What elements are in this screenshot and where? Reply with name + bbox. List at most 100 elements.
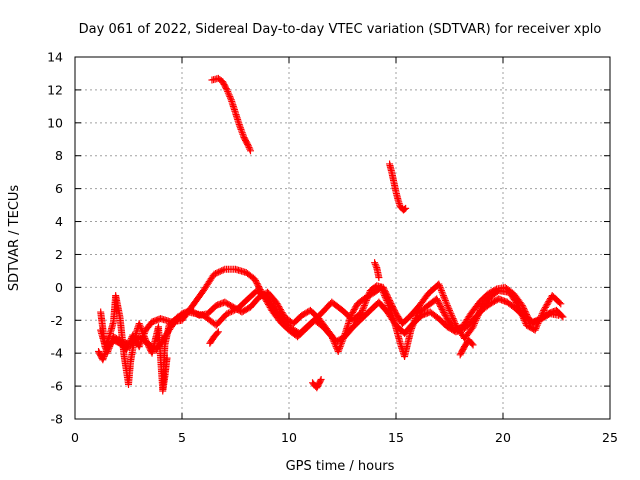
track-c-point xyxy=(556,299,564,307)
track-a-point xyxy=(237,125,245,133)
track-d-point xyxy=(255,284,263,292)
track-c-point xyxy=(447,310,455,318)
track-e-point xyxy=(106,343,114,351)
y-tick-label: 2 xyxy=(55,247,63,262)
track-c-point xyxy=(224,309,232,317)
track-d-point xyxy=(442,313,450,321)
track-d-point xyxy=(216,267,224,275)
track-c-point xyxy=(360,303,368,311)
track-f-point xyxy=(163,354,171,362)
track-d-point xyxy=(559,313,567,321)
track-e-point xyxy=(275,303,283,311)
track-i-point xyxy=(214,328,222,336)
track-c-point xyxy=(226,308,234,316)
track-d-point xyxy=(262,296,270,304)
track-d-point xyxy=(380,290,388,298)
track-d-point xyxy=(210,270,218,278)
track-c-point xyxy=(358,306,366,314)
track-d-point xyxy=(252,278,260,286)
track-d-point xyxy=(443,314,451,322)
track-c-point xyxy=(136,323,144,331)
track-d-point xyxy=(122,346,130,354)
track-b-point xyxy=(402,204,410,212)
x-axis-label: GPS time / hours xyxy=(286,459,395,474)
track-d-point xyxy=(215,268,223,276)
track-a-point xyxy=(239,132,247,140)
track-c-point xyxy=(542,302,550,310)
x-tick-label: 0 xyxy=(71,430,79,445)
track-a-point xyxy=(239,130,247,138)
track-c-point xyxy=(557,300,565,308)
track-d-point xyxy=(253,280,261,288)
track-a-point xyxy=(226,92,234,100)
track-c-point xyxy=(441,295,449,303)
track-c-point xyxy=(360,301,368,309)
track-d-point xyxy=(140,329,148,337)
track-c-point xyxy=(435,280,443,288)
track-c-point xyxy=(441,297,449,305)
track-d-point xyxy=(218,267,226,275)
track-e-point xyxy=(274,301,282,309)
track-c-point xyxy=(223,310,231,318)
track-d-point xyxy=(251,275,259,283)
track-e-point xyxy=(104,348,112,356)
track-a-point xyxy=(223,86,231,94)
track-d-point xyxy=(99,354,107,362)
y-tick-label: -2 xyxy=(51,313,63,328)
track-c-point xyxy=(446,306,453,314)
y-tick-label: 10 xyxy=(47,115,63,130)
track-c-point xyxy=(442,298,450,306)
track-d-point xyxy=(383,297,391,305)
track-d-point xyxy=(336,344,344,352)
track-e-point xyxy=(555,311,563,319)
y-tick-label: -8 xyxy=(51,412,64,427)
track-d-point xyxy=(439,307,447,315)
x-tick-label: 20 xyxy=(495,430,511,445)
y-tick-label: 4 xyxy=(55,214,63,229)
track-d-point xyxy=(212,269,220,277)
track-d-point xyxy=(334,348,342,356)
track-a-point xyxy=(224,88,232,96)
track-c-point xyxy=(543,300,551,308)
track-e-point xyxy=(273,300,281,308)
track-c-point xyxy=(446,308,454,316)
track-c-point xyxy=(439,292,447,300)
track-d-point xyxy=(519,303,527,311)
track-b-point xyxy=(401,205,409,213)
track-a-point xyxy=(224,89,232,97)
track-d-point xyxy=(437,302,445,310)
track-g-point xyxy=(316,377,324,385)
chart-title: Day 061 of 2022, Sidereal Day-to-day VTE… xyxy=(79,22,602,37)
track-h-point xyxy=(371,260,379,268)
track-a-point xyxy=(236,122,244,130)
track-a-point xyxy=(222,85,230,93)
track-a-point xyxy=(246,147,254,155)
track-c-point xyxy=(437,285,445,293)
track-e-point xyxy=(103,349,111,357)
track-c-point xyxy=(438,288,446,296)
track-d-point xyxy=(255,283,263,291)
track-c-point xyxy=(449,315,457,323)
track-d-point xyxy=(491,286,499,294)
track-c-point xyxy=(445,305,453,313)
track-d-point xyxy=(141,328,149,336)
track-e-point xyxy=(272,298,280,306)
track-c-point xyxy=(444,303,452,311)
track-g-point xyxy=(317,376,325,384)
track-e-point xyxy=(104,346,112,354)
track-d-point xyxy=(436,301,444,309)
track-e-point xyxy=(106,341,114,349)
track-e-point xyxy=(276,304,284,312)
y-axis-tick-labels: -8 -6 -4 -2 0 2 4 6 8 10 12 14 xyxy=(47,50,63,427)
track-d-point xyxy=(264,299,272,307)
track-d-point xyxy=(382,295,390,303)
track-d-point xyxy=(378,285,386,293)
track-d-point xyxy=(521,307,529,315)
track-c-point xyxy=(541,303,549,311)
track-d-point xyxy=(266,303,274,311)
track-d-point xyxy=(219,266,227,274)
track-a-point xyxy=(227,94,235,102)
track-a-point xyxy=(238,129,246,137)
track-c-point xyxy=(437,287,445,295)
